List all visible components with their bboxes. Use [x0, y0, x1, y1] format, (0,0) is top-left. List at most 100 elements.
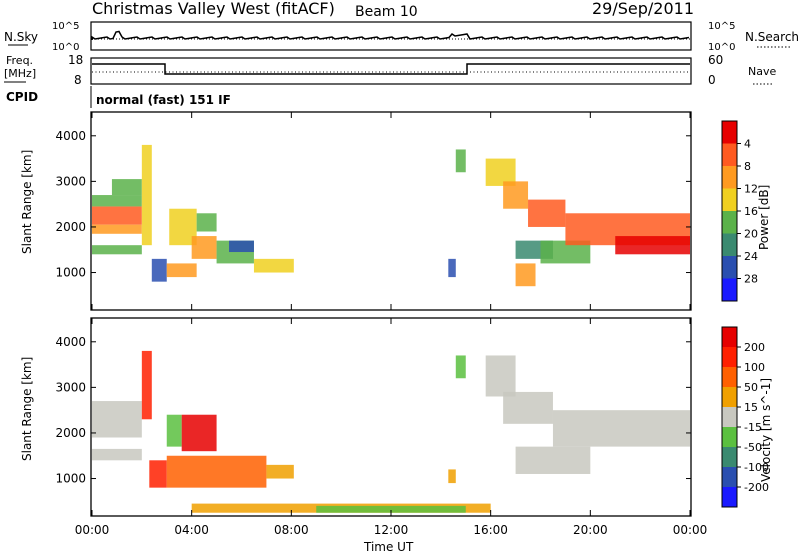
x-tick-label-1: 04:00	[174, 523, 209, 537]
x-axis-label: Time UT	[363, 540, 414, 554]
power-region-1	[92, 224, 142, 234]
power-ytick-label-1: 2000	[55, 220, 86, 234]
power-region-5	[141, 144, 152, 246]
velocity-colorbar-swatch-1	[722, 347, 737, 368]
x-tick-label-4: 16:00	[473, 523, 508, 537]
power-region-14	[448, 258, 456, 278]
power-heatmap	[92, 144, 690, 287]
velocity-colorbar-swatch-4	[722, 407, 737, 428]
velocity-heatmap	[92, 350, 690, 513]
velocity-cb-tick-label-2: 50	[744, 381, 758, 394]
freq-label: Freq.	[6, 54, 33, 67]
velocity-region-10	[485, 355, 516, 397]
velocity-region-2	[141, 350, 152, 420]
power-colorbar-swatch-1	[722, 143, 737, 167]
velocity-region-12	[552, 410, 690, 447]
x-tick-label-3: 12:00	[374, 523, 409, 537]
power-colorbar: 4 8 12 16 20 24 28	[721, 120, 758, 302]
velocity-colorbar-swatch-6	[722, 447, 737, 468]
velocity-cb-tick-label-1: 100	[744, 361, 765, 374]
freq-unit-label: [MHz]	[4, 67, 36, 80]
power-cb-tick-label-1: 8	[744, 160, 751, 173]
velocity-region-15	[316, 505, 466, 513]
velocity-y-axis: 1000 2000 3000 4000	[55, 335, 691, 486]
velocity-cb-tick-label-7: -200	[744, 481, 769, 494]
freq-panel	[90, 57, 692, 85]
power-region-7	[166, 263, 197, 278]
velocity-ytick-label-0: 1000	[55, 472, 86, 486]
power-region-19	[515, 263, 536, 287]
velocity-colorbar-swatch-7	[722, 467, 737, 488]
power-ytick-label-3: 4000	[55, 129, 86, 143]
power-cb-tick-label-3: 16	[744, 205, 758, 218]
cpid-label: CPID	[6, 90, 38, 104]
velocity-colorbar-label: Velocity [m s^-1]	[759, 378, 773, 482]
date-label: 29/Sep/2011	[592, 0, 694, 18]
power-ytick-label-0: 1000	[55, 266, 86, 280]
x-axis: 00:00 04:00 08:00 12:00 16:00 20:00 00:00	[75, 112, 708, 537]
x-tick-label-2: 08:00	[274, 523, 309, 537]
velocity-region-13	[515, 446, 591, 474]
velocity-ytick-label-1: 2000	[55, 426, 86, 440]
velocity-region-5	[181, 414, 217, 452]
power-colorbar-swatch-3	[722, 188, 737, 212]
power-region-0	[92, 206, 142, 225]
velocity-region-9	[455, 355, 466, 379]
nave-label: Nave	[748, 65, 776, 78]
velocity-cb-tick-label-3: 15	[744, 401, 758, 414]
velocity-cb-tick-label-5: -50	[744, 441, 762, 454]
power-region-13	[253, 258, 294, 273]
velocity-region-6	[166, 455, 267, 488]
velocity-colorbar-swatch-3	[722, 387, 737, 408]
power-cb-tick-label-0: 4	[744, 138, 751, 151]
site-title: Christmas Valley West (fitACF)	[92, 0, 335, 18]
x-tick-label-5: 20:00	[573, 523, 608, 537]
velocity-colorbar-swatch-5	[722, 427, 737, 448]
power-region-10	[191, 236, 217, 259]
power-region-4	[111, 179, 142, 196]
nsearch-tick-top: 10^5	[708, 21, 735, 32]
power-region-3	[92, 245, 142, 255]
power-region-12	[229, 240, 254, 253]
power-colorbar-swatch-5	[722, 233, 737, 257]
power-region-21	[540, 240, 591, 264]
velocity-region-0	[92, 401, 142, 438]
power-cb-tick-label-4: 20	[744, 228, 758, 241]
power-region-15	[455, 149, 466, 173]
nave-tick-bottom: 0	[708, 73, 716, 87]
velocity-ytick-label-2: 3000	[55, 380, 86, 394]
power-colorbar-label: Power [dB]	[757, 185, 771, 250]
power-ytick-label-2: 3000	[55, 174, 86, 188]
nsky-panel	[90, 21, 692, 51]
freq-tick-top: 18	[68, 53, 83, 67]
power-region-23	[615, 236, 690, 255]
x-tick-label-0: 00:00	[75, 523, 110, 537]
velocity-region-8	[448, 469, 456, 484]
velocity-region-4	[166, 414, 182, 447]
velocity-region-1	[92, 448, 142, 461]
power-region-17	[503, 181, 529, 209]
power-region-6	[151, 258, 167, 282]
nsearch-tick-bottom: 10^0	[708, 42, 735, 53]
power-y-axis: 1000 2000 3000 4000	[55, 129, 691, 280]
cpid-value: normal (fast) 151 IF	[96, 93, 231, 107]
velocity-colorbar-swatch-0	[722, 327, 737, 348]
power-colorbar-swatch-2	[722, 166, 737, 189]
velocity-y-label: Slant Range [km]	[20, 357, 34, 461]
nave-tick-top: 60	[708, 53, 723, 67]
velocity-cb-tick-label-4: -15	[744, 421, 762, 434]
freq-tick-bottom: 8	[74, 73, 82, 87]
velocity-colorbar-swatch-8	[722, 487, 737, 508]
nsky-label: N.Sky	[4, 30, 38, 44]
power-region-18	[528, 199, 566, 227]
power-colorbar-swatch-4	[722, 211, 737, 234]
power-region-2	[92, 195, 142, 207]
power-region-9	[196, 213, 217, 232]
velocity-colorbar: 200 100 50 15 -15 -50 -100 -200	[721, 326, 769, 508]
velocity-region-3	[149, 460, 167, 488]
nsky-tick-bottom: 10^0	[52, 42, 79, 53]
nsearch-label: N.Search	[745, 30, 799, 44]
velocity-colorbar-frame	[721, 326, 738, 508]
x-tick-label-6: 00:00	[673, 523, 708, 537]
